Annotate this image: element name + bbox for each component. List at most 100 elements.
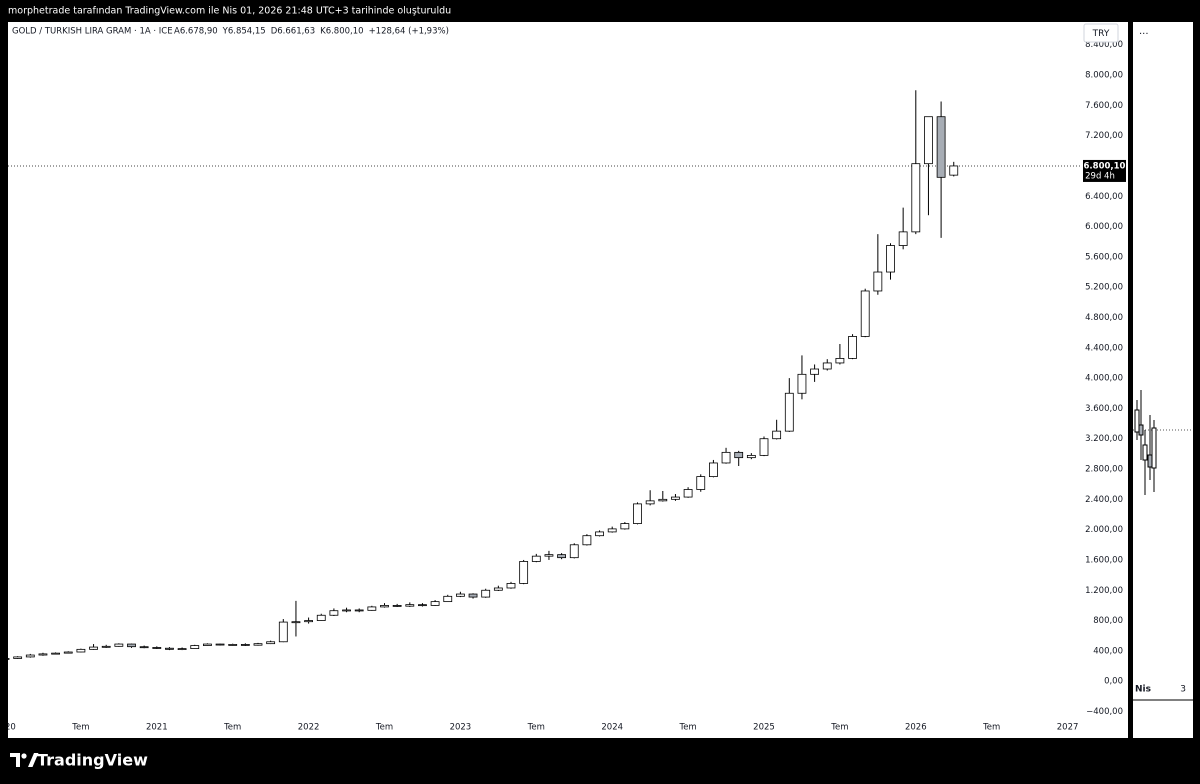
x-tick-label: Tem [375,723,393,733]
candle-body [240,644,250,646]
last-price-label: 6.800,10 [1084,161,1126,171]
y-tick-label: 4.400,00 [1085,343,1123,353]
y-tick-label: 0,00 [1104,677,1123,687]
side-count: 3 [1180,685,1186,695]
candle-body [291,621,301,624]
candle-body [873,271,883,292]
candle-body [215,643,225,646]
candle-body [38,653,48,656]
candle-body [683,489,693,498]
candle-body [658,498,668,502]
candle-body [721,451,731,464]
x-tick-label: 2023 [450,723,472,733]
candle-body [924,116,933,165]
y-tick-label: 7.600,00 [1085,101,1123,111]
candle-body [519,561,529,584]
candle-body [493,587,503,591]
candle-body [25,654,35,658]
candle-body [810,368,819,375]
candle-body [468,593,478,598]
candle-body [127,643,136,648]
candle-body [253,643,263,646]
y-tick-label: 5.600,00 [1085,252,1123,262]
candle-body [860,290,870,337]
x-tick-label: Tem [678,723,696,733]
candle-body [595,531,604,537]
x-tick-label: Tem [830,723,848,733]
chart-area [8,22,1128,738]
y-tick-label: 2.000,00 [1085,525,1123,535]
candle-body [746,454,756,459]
candle-body [114,643,124,647]
y-tick-label: 8.400,00 [1085,40,1123,50]
brand: TradingView [37,751,148,770]
candle-body [734,451,744,459]
x-tick-label: Tem [982,723,1000,733]
symbol-title: GOLD / TURKISH LIRA GRAM · 1A · ICE [12,27,173,37]
legend-value: Y6.854,15 [222,27,266,37]
candle-body [620,523,630,530]
x-tick-label: 2025 [753,723,775,733]
x-tick-label: 2022 [298,723,320,733]
y-tick-label: 6.400,00 [1085,192,1123,202]
y-tick-label: 400,00 [1093,646,1123,656]
candle-body [835,358,845,364]
side-month: Nis [1135,685,1151,695]
candle-body [531,555,541,562]
candle-body [354,609,364,612]
currency[interactable]: TRY [1092,29,1110,39]
candle-body [607,528,617,533]
candle-body [671,496,680,500]
side-candles [1134,390,1157,495]
y-tick-label: 2.800,00 [1085,465,1123,475]
candle-body [13,656,23,659]
candle-body [569,544,579,559]
y-tick-label: −400,00 [1086,707,1123,717]
candle-body [709,462,718,478]
candle-body [392,605,402,607]
x-tick-label: Tem [223,723,241,733]
candle-body [506,583,516,589]
last-price-box [1083,159,1126,182]
candle-body [329,610,339,616]
y-tick-label: 1.600,00 [1085,555,1123,565]
candle-body [304,620,314,623]
candle-body [76,648,86,653]
currency-box[interactable] [1083,23,1119,43]
candle-body [342,609,351,612]
x-tick-label: 2020 [0,723,16,733]
last-price-countdown: 29d 4h [1085,171,1115,181]
candle-body [89,646,98,650]
candle-body [228,644,238,646]
x-tick-label: 2021 [146,723,168,733]
y-tick-label: 8.000,00 [1085,71,1123,81]
legend-value: K6.800,10 [320,27,363,37]
x-tick-label: 2024 [601,723,623,733]
y-tick-label: 800,00 [1093,616,1123,626]
candle-body [911,163,921,233]
x-tick-label: 2026 [905,723,927,733]
candle-body [544,554,554,557]
side-menu[interactable]: ··· [1139,29,1149,40]
candle-body [278,621,288,643]
candle-body [63,651,73,654]
legend-value: +128,64 (+1,93%) [369,27,449,37]
candle-body [481,589,491,598]
candle-body [165,647,174,650]
x-tick-label: 2027 [1057,723,1079,733]
x-tick-label: Tem [527,723,545,733]
x-tick-label: Tem [71,723,89,733]
candle-body [266,641,276,645]
plot: −400,00 0,00 400,00 800,00 1.200,00 1.600,00 2… [0,40,1123,733]
candle-body [405,604,415,607]
candle-body [380,605,389,608]
candle-body [101,645,111,648]
legend-value: D6.661,63 [271,27,315,37]
candle-body [696,476,706,490]
candle-body [848,336,857,359]
candle-body [418,604,427,607]
candle-body [633,503,642,524]
candle-body [582,535,592,546]
candle-body [316,614,326,621]
